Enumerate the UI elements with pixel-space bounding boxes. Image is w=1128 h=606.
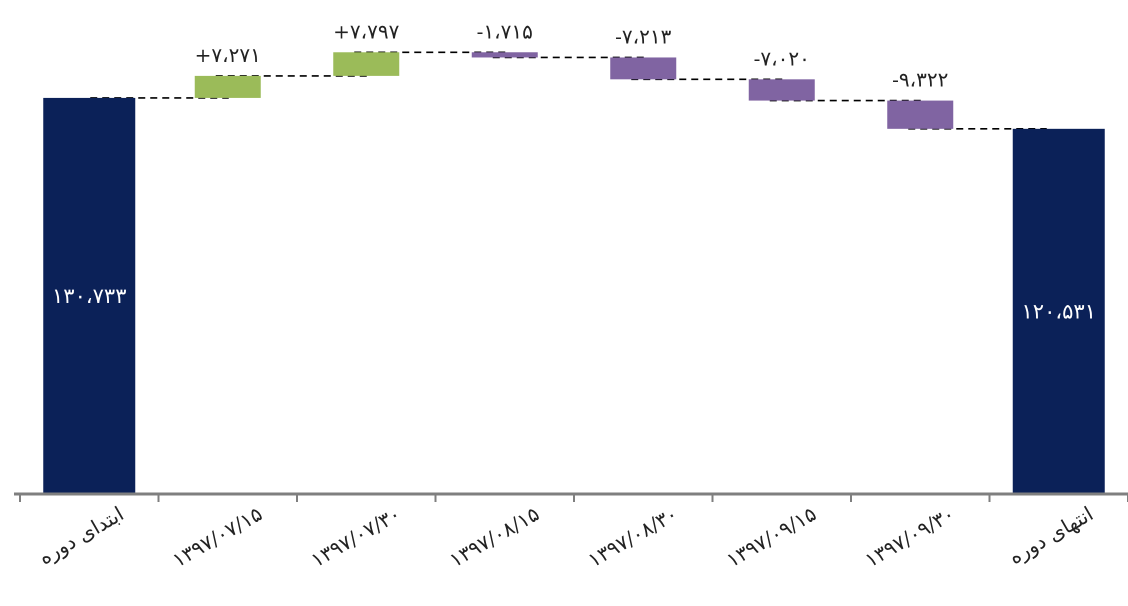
x-tick-label: ۱۳۹۷/۰۷/۳۰ — [307, 502, 405, 572]
decrease-bar — [610, 57, 677, 80]
data-label: -۱،۷۱۵ — [477, 19, 533, 43]
increase-bar — [194, 75, 261, 98]
data-label: -۹،۳۲۲ — [892, 68, 948, 92]
x-tick-label: ۱۳۹۷/۰۸/۳۰ — [584, 502, 682, 572]
x-tick-label: انتهای دوره — [1005, 502, 1098, 569]
x-tick-label: ابتدای دوره — [34, 502, 127, 570]
data-label: +۷،۷۹۷ — [333, 19, 399, 43]
total-bar — [43, 97, 136, 495]
data-label: ۱۲۰،۵۳۱ — [1022, 299, 1096, 323]
data-label: -۷،۰۲۰ — [754, 46, 810, 70]
x-tick-label: ۱۳۹۷/۰۸/۱۵ — [445, 502, 543, 572]
increase-bar — [333, 52, 400, 76]
x-tick-label: ۱۳۹۷/۰۹/۳۰ — [861, 502, 959, 572]
data-label: -۷،۲۱۳ — [615, 24, 671, 48]
decrease-bar — [748, 79, 815, 101]
x-tick-label: ۱۳۹۷/۰۷/۱۵ — [168, 502, 266, 572]
total-bar — [1012, 128, 1105, 495]
x-tick-label: ۱۳۹۷/۰۹/۱۵ — [722, 502, 820, 572]
decrease-bar — [471, 52, 538, 58]
data-label: +۷،۲۷۱ — [195, 43, 261, 67]
data-label: ۱۳۰،۷۳۳ — [52, 284, 126, 308]
decrease-bar — [887, 100, 954, 129]
